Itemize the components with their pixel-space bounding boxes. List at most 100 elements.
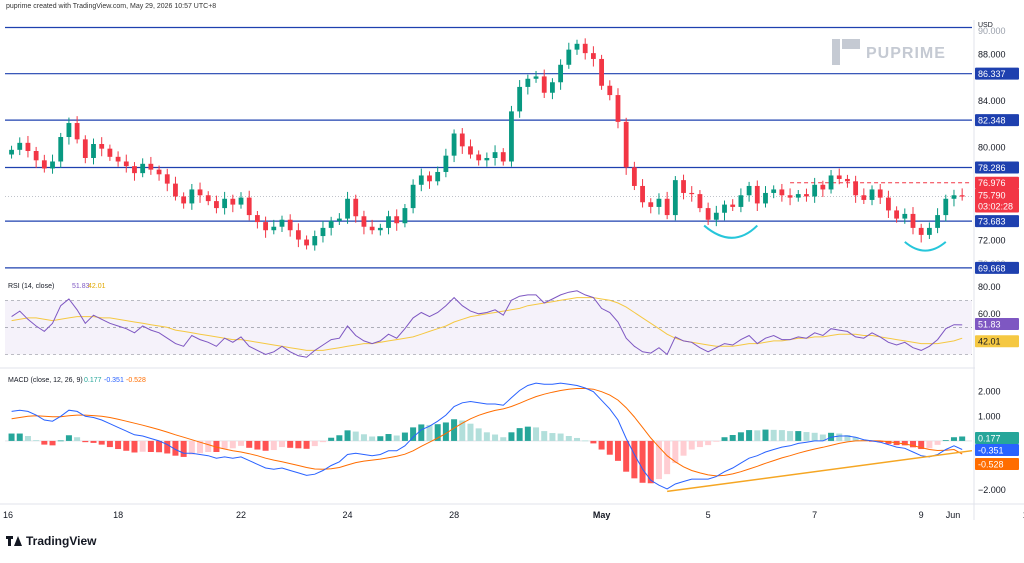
candle-body — [910, 213, 916, 228]
macd-histogram-bar — [90, 440, 97, 443]
watermark-logo-bar-2 — [842, 39, 860, 49]
candle-body — [345, 198, 350, 219]
candle-body — [926, 227, 932, 235]
candle-body — [648, 202, 654, 207]
macd-histogram-bar — [328, 437, 335, 441]
macd-histogram-bar — [270, 440, 277, 451]
candle-body — [509, 111, 514, 162]
macd-histogram-bar — [934, 440, 941, 445]
macd-histogram-bar — [680, 440, 687, 456]
candle-body — [214, 201, 219, 209]
macd-histogram-bar — [565, 436, 572, 441]
rsi-tick-label: 60.00 — [978, 309, 1001, 319]
rsi-title: RSI (14, close) — [8, 283, 54, 290]
candle-body — [943, 198, 949, 216]
macd-histogram-bar — [352, 431, 359, 441]
price-tick-label-faded: 90.000 — [978, 26, 1006, 36]
macd-histogram-bar — [836, 433, 843, 441]
candle-body — [336, 218, 342, 221]
chart-caption: puprime created with TradingView.com, Ma… — [6, 3, 217, 10]
macd-histogram-bar — [909, 440, 916, 448]
candle-body — [730, 204, 736, 207]
candle-body — [107, 148, 113, 157]
candle-body — [238, 197, 244, 205]
rsi-ma-value-label-bg — [975, 335, 1019, 348]
candle-body — [377, 227, 383, 231]
candle-body — [754, 185, 760, 204]
macd-histogram-bar — [582, 440, 589, 442]
macd-histogram-bar — [508, 432, 515, 441]
candle-body — [828, 175, 834, 190]
macd-histogram-bar — [254, 440, 261, 450]
candle-body — [746, 185, 752, 196]
macd-value-label: -0.351 — [978, 446, 1004, 456]
candle-body — [935, 215, 940, 228]
time-tick-label: 5 — [706, 510, 711, 520]
candle-body — [386, 216, 391, 228]
candle-body — [369, 226, 375, 231]
candle-body — [66, 123, 72, 138]
macd-histogram-bar — [434, 424, 441, 441]
macd-signal-value-label-bg — [975, 458, 1019, 470]
price-tick-label: 80.000 — [978, 143, 1006, 153]
macd-trendline — [667, 449, 973, 493]
dashed-level-label-bg — [975, 176, 1019, 189]
macd-histogram-bar — [713, 440, 720, 442]
candle-body — [763, 192, 768, 204]
macd-histogram-bar — [106, 440, 113, 448]
price-axis: USD72.00076.00080.00084.00088.00070.0009… — [978, 22, 1006, 495]
macd-histogram-bar — [8, 433, 15, 441]
macd-histogram-bar — [664, 440, 671, 475]
candle-body — [484, 157, 490, 161]
macd-histogram-bar — [115, 440, 122, 450]
candle-body — [222, 198, 228, 209]
candle-body — [804, 194, 809, 197]
candle-body — [287, 219, 293, 231]
macd-histogram-bar — [16, 433, 23, 441]
time-tick-label: 16 — [3, 510, 13, 520]
rsi-ma-legend-value: 42.01 — [88, 283, 106, 290]
candle-body — [607, 85, 613, 96]
candle-body — [918, 227, 924, 235]
macd-histogram-bar — [246, 440, 253, 448]
macd-histogram-bar — [918, 440, 925, 450]
watermark: PUPRIME — [832, 39, 945, 65]
macd-histogram-bar — [647, 440, 654, 484]
time-tick-label: May — [593, 510, 611, 520]
macd-histogram-bar — [614, 440, 621, 461]
candle-body — [17, 142, 23, 150]
candle-body — [738, 195, 744, 207]
macd-histogram-bar — [180, 440, 187, 457]
macd-histogram-bar — [483, 432, 490, 441]
candle-body — [681, 180, 686, 193]
candle-body — [877, 189, 883, 198]
candle-body — [656, 198, 662, 207]
macd-histogram-bar — [844, 435, 851, 441]
macd-histogram-bar — [926, 440, 933, 449]
candle-body — [50, 161, 55, 169]
macd-histogram-bar — [524, 426, 531, 441]
macd-histogram-bar — [590, 440, 597, 444]
price-level-label-5-bg — [975, 261, 1019, 274]
candle-body — [271, 226, 277, 231]
price-level-label-5: 69.668 — [978, 263, 1006, 273]
macd-histogram-bar — [360, 434, 367, 441]
candle-body — [402, 208, 408, 224]
price-level-label-2: 82.348 — [978, 116, 1006, 126]
macd-histogram-bar — [811, 432, 818, 441]
candle-body — [664, 198, 670, 216]
candle-body — [886, 197, 891, 211]
candle-body — [517, 86, 523, 112]
macd-histogram-bar — [819, 434, 826, 441]
macd-histogram-bar — [418, 424, 425, 441]
macd-histogram-bar — [803, 432, 810, 441]
candle-body — [115, 156, 121, 162]
candle-body — [132, 166, 137, 174]
current-price-bg — [975, 188, 1019, 213]
macd-histogram-bar — [303, 440, 310, 449]
macd-histogram-bar — [82, 440, 89, 443]
macd-histogram-bar — [147, 440, 154, 452]
